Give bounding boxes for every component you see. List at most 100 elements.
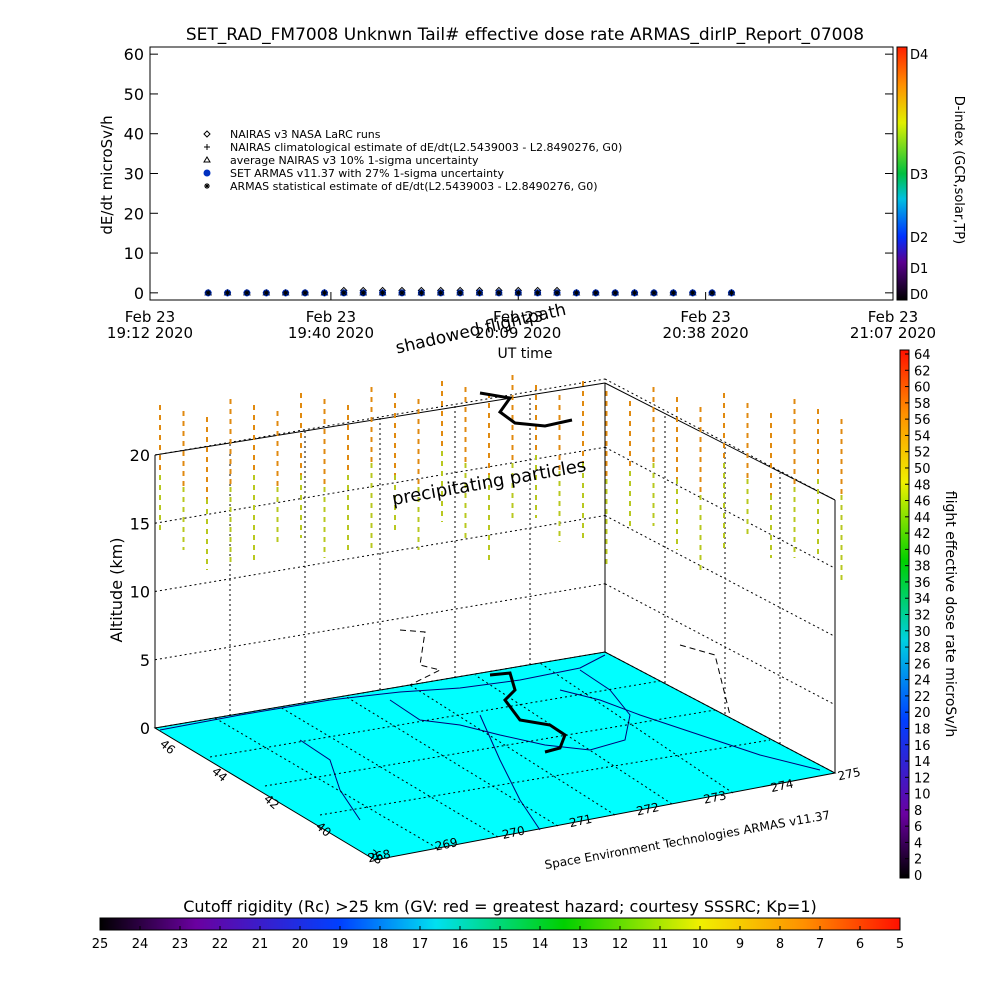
- wall-grid: [229, 395, 781, 744]
- longitude-tick-label: 274: [769, 777, 794, 795]
- colorbar-tick-label: 12: [612, 937, 629, 952]
- marker: [592, 289, 599, 296]
- marker: [205, 289, 212, 296]
- marker: [360, 289, 367, 296]
- colorbar-tick-label: 30: [914, 625, 931, 640]
- marker: [282, 289, 289, 296]
- marker: [612, 289, 619, 296]
- legend-symbol: [203, 156, 211, 163]
- colorbar-tick-label: 18: [914, 722, 931, 737]
- colorbar-tick-label: 22: [212, 937, 229, 952]
- colorbar-tick-label: 24: [914, 674, 931, 689]
- dose-colorbar-label: flight effective dose rate microSv/h: [942, 491, 958, 737]
- colorbar-tick-label: 16: [452, 937, 469, 952]
- colorbar-tick-label: 40: [914, 543, 931, 558]
- flight-path: [479, 391, 573, 428]
- colorbar-tick-label: 18: [372, 937, 389, 952]
- marker: [476, 289, 483, 296]
- y-tick-label: 30: [124, 165, 144, 184]
- marker: [457, 289, 464, 296]
- marker: [495, 289, 502, 296]
- x-tick-label: Feb 23 21:07 2020: [850, 308, 936, 342]
- colorbar-tick-label: 46: [914, 495, 931, 510]
- longitude-tick-label: 269: [434, 835, 459, 853]
- x-tick-label: Feb 23 20:38 2020: [663, 308, 749, 342]
- shadow-path: [399, 629, 442, 686]
- altitude-grid-line: [154, 583, 606, 661]
- colorbar-tick-label: 52: [914, 446, 931, 461]
- altitude-tick-label: 5: [140, 651, 150, 670]
- legend-symbol: [203, 169, 211, 177]
- marker: [398, 289, 405, 296]
- marker: [302, 289, 309, 296]
- colorbar-tick-label: 20: [292, 937, 309, 952]
- longitude-tick-label: 273: [702, 788, 727, 806]
- legend-label: NAIRAS v3 NASA LaRC runs: [230, 128, 381, 141]
- colorbar-tick-label: 23: [172, 937, 189, 952]
- y-tick-label: 50: [124, 85, 144, 104]
- longitude-tick-label: 275: [837, 765, 862, 783]
- altitude-grid-line: [604, 583, 836, 706]
- colorbar-tick-label: 26: [914, 657, 931, 672]
- y-tick-label: 60: [124, 45, 144, 64]
- marker: [534, 289, 541, 296]
- altitude-tick-label: 15: [130, 514, 150, 533]
- colorbar-tick-label: 54: [914, 429, 931, 444]
- d-index-tick-label: D3: [910, 168, 928, 183]
- marker: [437, 289, 444, 296]
- y-tick-label: 40: [124, 125, 144, 144]
- altitude-grid-line: [154, 651, 606, 729]
- colorbar-tick-label: 25: [92, 937, 109, 952]
- altitude-tick-label: 20: [130, 446, 150, 465]
- colorbar-tick-label: 32: [914, 609, 931, 624]
- altitude-grid-line: [154, 515, 606, 592]
- altitude-label: Altitude (km): [107, 538, 126, 643]
- colorbar-tick-label: 44: [914, 511, 931, 526]
- rigidity-colorbar-label: Cutoff rigidity (Rc) >25 km (GV: red = g…: [183, 897, 817, 916]
- colorbar-tick-label: 10: [692, 937, 709, 952]
- colorbar-tick-label: 8: [914, 804, 922, 819]
- shadow-path: [679, 644, 731, 716]
- marker: [340, 289, 347, 296]
- marker: [728, 289, 735, 296]
- longitude-tick-label: 271: [568, 812, 593, 830]
- d-index-tick-label: D2: [910, 231, 928, 246]
- longitude-tick-label: 270: [501, 823, 526, 841]
- colorbar-tick-label: 24: [132, 937, 149, 952]
- altitude-tick-label: 10: [130, 583, 150, 602]
- marker: [243, 289, 250, 296]
- colorbar-tick-label: 56: [914, 413, 931, 428]
- marker: [379, 289, 386, 296]
- d-index-label: D-index (GCR,solar,TP): [951, 96, 966, 244]
- colorbar-tick-label: 50: [914, 462, 931, 477]
- colorbar-tick-label: 20: [914, 706, 931, 721]
- colorbar-tick-label: 7: [816, 937, 824, 952]
- marker: [670, 289, 677, 296]
- colorbar-tick-label: 21: [252, 937, 269, 952]
- colorbar-tick-label: 42: [914, 527, 931, 542]
- colorbar-tick-label: 6: [856, 937, 864, 952]
- colorbar-tick-label: 58: [914, 397, 931, 412]
- colorbar-tick-label: 10: [914, 788, 931, 803]
- altitude-tick-label: 0: [140, 719, 150, 738]
- marker: [263, 289, 270, 296]
- x-axis-label: UT time: [498, 346, 553, 362]
- x-tick-label: Feb 23 19:40 2020: [288, 308, 374, 342]
- colorbar-tick-label: 60: [914, 381, 931, 396]
- marker: [573, 289, 580, 296]
- legend-symbol: [204, 144, 210, 150]
- marker: [418, 289, 425, 296]
- colorbar-tick-label: 28: [914, 641, 931, 656]
- legend-label: NAIRAS climatological estimate of dE/dt(…: [230, 141, 622, 154]
- y-tick-label: 10: [124, 244, 144, 263]
- colorbar-tick-label: 4: [914, 836, 922, 851]
- d-index-tick-label: D1: [910, 262, 928, 277]
- longitude-tick-label: 268: [367, 847, 392, 865]
- altitude-grid-line: [604, 446, 836, 569]
- x-tick-label: Feb 23 20:09 2020: [475, 308, 561, 342]
- colorbar-tick-label: 15: [492, 937, 509, 952]
- axis-edge: [604, 382, 836, 501]
- x-tick-label: Feb 23 19:12 2020: [107, 308, 193, 342]
- d-index-tick-label: D0: [910, 288, 928, 303]
- colorbar-tick-label: 14: [914, 755, 931, 770]
